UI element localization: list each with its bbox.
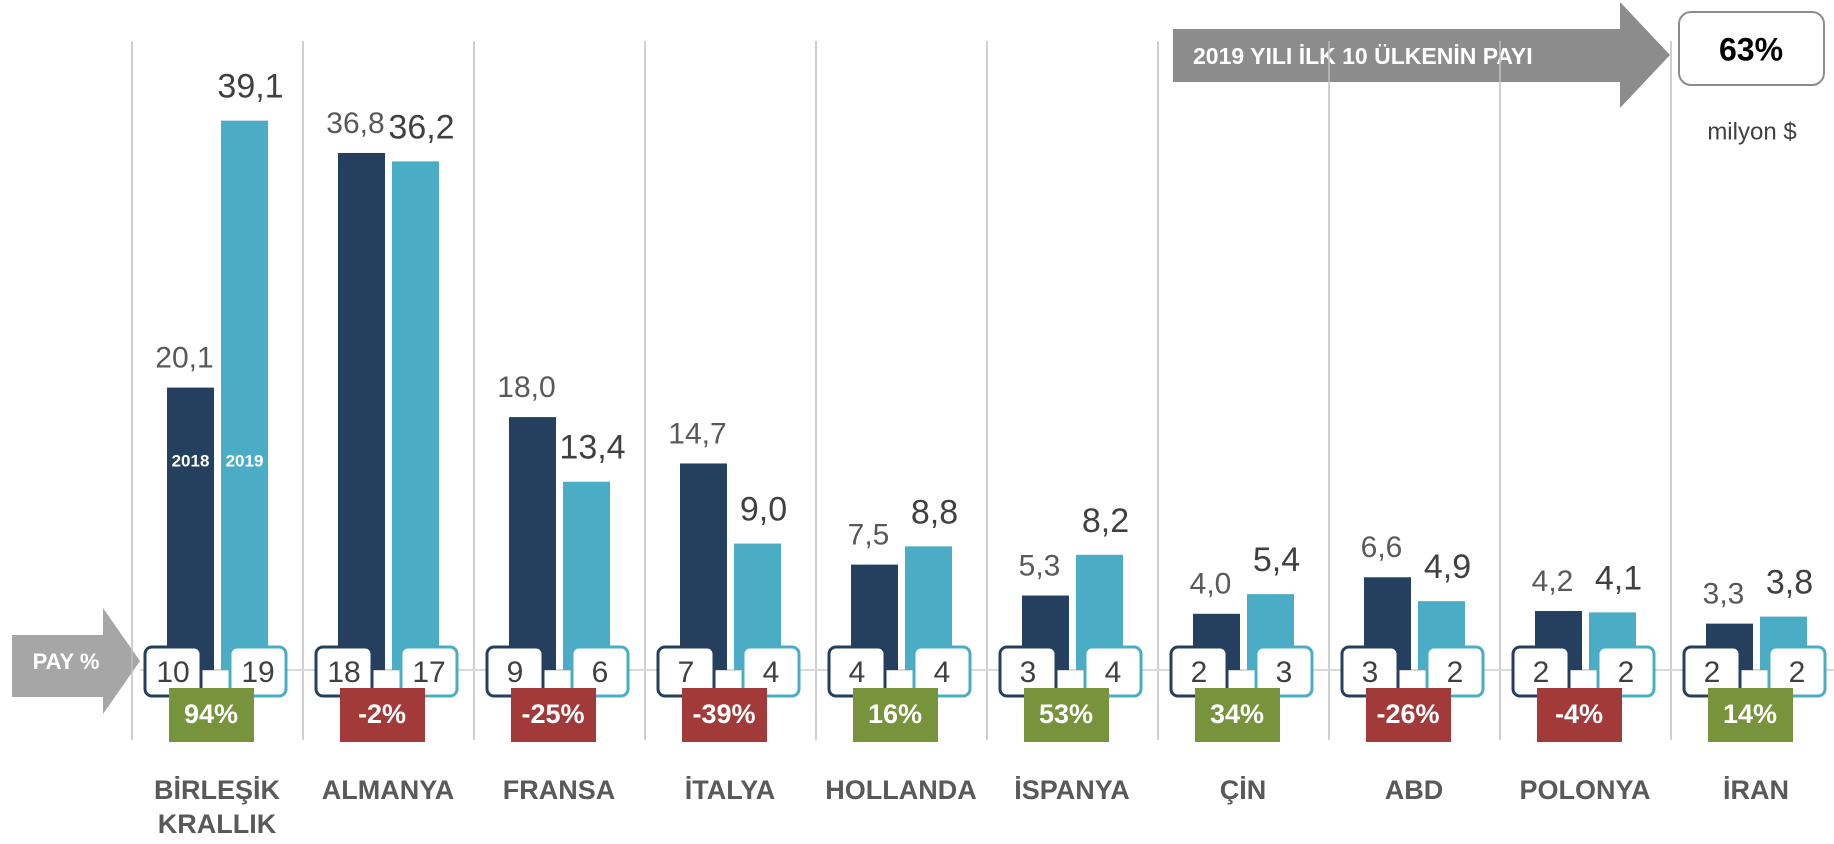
change-label: 34% xyxy=(1210,699,1264,729)
value-label: 7,5 xyxy=(848,519,890,552)
value-label: 5,3 xyxy=(1019,549,1061,582)
value-label: 39,1 xyxy=(217,68,283,106)
value-label: 3,8 xyxy=(1766,564,1813,602)
category-label: İSPANYA xyxy=(1014,775,1130,805)
share-value: 3 xyxy=(1362,656,1379,689)
change-box xyxy=(1537,688,1622,742)
share-value: 9 xyxy=(507,656,524,689)
callout-title: 2019 YILI İLK 10 ÜLKENİN PAYI xyxy=(1193,43,1533,69)
value-label: 18,0 xyxy=(497,371,555,404)
bar xyxy=(563,481,610,670)
share-value: 3 xyxy=(1020,656,1037,689)
category-label: ÇİN xyxy=(1219,775,1267,805)
share-box xyxy=(1083,645,1143,698)
share-value: 2 xyxy=(1533,656,1550,689)
share-arrow xyxy=(12,608,140,714)
change-label: 94% xyxy=(184,699,238,729)
share-value: 2 xyxy=(1789,656,1806,689)
change-box xyxy=(169,688,254,742)
value-label: 20,1 xyxy=(155,342,213,375)
value-label: 4,9 xyxy=(1424,548,1471,586)
value-label: 5,4 xyxy=(1253,541,1300,579)
category-label: HOLLANDA xyxy=(825,775,977,805)
change-box xyxy=(1024,688,1109,742)
change-label: 16% xyxy=(868,699,922,729)
change-box xyxy=(511,688,596,742)
category-label: ABD xyxy=(1384,775,1444,805)
change-box xyxy=(1366,688,1451,742)
value-label: 9,0 xyxy=(740,491,787,529)
change-box xyxy=(1708,688,1793,742)
share-value: 10 xyxy=(156,656,189,689)
share-box xyxy=(912,645,972,698)
value-label: 4,0 xyxy=(1190,568,1232,601)
change-box xyxy=(340,688,425,742)
change-box xyxy=(682,688,767,742)
share-value: 4 xyxy=(1105,656,1122,689)
bar xyxy=(392,161,439,670)
share-box xyxy=(741,645,801,698)
value-label: 4,1 xyxy=(1595,559,1642,597)
value-label: 3,3 xyxy=(1703,578,1745,611)
share-value: 4 xyxy=(849,656,866,689)
callout-box xyxy=(1678,11,1825,86)
share-value: 2 xyxy=(1447,656,1464,689)
share-value: 6 xyxy=(592,656,609,689)
category-label: POLONYA xyxy=(1519,775,1651,805)
share-value: 3 xyxy=(1276,656,1293,689)
change-label: -25% xyxy=(521,699,584,729)
bar xyxy=(221,120,268,670)
bar xyxy=(509,417,556,670)
legend-label: 2018 xyxy=(172,451,210,470)
bar xyxy=(680,463,727,670)
category-label: BİRLEŞİK KRALLIK xyxy=(153,775,280,839)
callout-arrow xyxy=(1173,2,1670,108)
share-value: 2 xyxy=(1618,656,1635,689)
change-label: -2% xyxy=(358,699,406,729)
share-box xyxy=(1767,645,1827,698)
share-box xyxy=(399,645,459,698)
bar xyxy=(167,387,214,670)
change-label: -26% xyxy=(1376,699,1439,729)
category-label: İRAN xyxy=(1723,775,1789,805)
value-label: 36,8 xyxy=(326,107,384,140)
share-value: 18 xyxy=(327,656,360,689)
share-box xyxy=(1254,645,1314,698)
callout-value: 63% xyxy=(1719,31,1783,67)
share-value: 7 xyxy=(678,656,695,689)
share-box xyxy=(1425,645,1485,698)
share-value: 2 xyxy=(1704,656,1721,689)
value-label: 14,7 xyxy=(668,417,726,450)
bar xyxy=(338,152,385,670)
share-value: 4 xyxy=(763,656,780,689)
change-label: 14% xyxy=(1723,699,1777,729)
category-label: İTALYA xyxy=(684,775,776,805)
share-box xyxy=(1596,645,1656,698)
category-label: FRANSA xyxy=(502,775,616,805)
value-label: 4,2 xyxy=(1532,565,1574,598)
change-label: 53% xyxy=(1039,699,1093,729)
value-label: 8,2 xyxy=(1082,502,1129,540)
share-value: 2 xyxy=(1191,656,1208,689)
share-box xyxy=(228,645,288,698)
share-value: 19 xyxy=(241,656,274,689)
change-label: -4% xyxy=(1555,699,1603,729)
share-label: PAY % xyxy=(33,649,100,674)
share-value: 4 xyxy=(934,656,951,689)
value-label: 6,6 xyxy=(1361,531,1403,564)
share-value: 17 xyxy=(412,656,445,689)
change-box xyxy=(1195,688,1280,742)
unit-label: milyon $ xyxy=(1707,118,1796,145)
change-label: -39% xyxy=(692,699,755,729)
share-box xyxy=(570,645,630,698)
category-label: ALMANYA xyxy=(321,775,455,805)
legend-label: 2019 xyxy=(226,451,264,470)
change-box xyxy=(853,688,938,742)
value-label: 8,8 xyxy=(911,493,958,531)
value-label: 36,2 xyxy=(388,108,454,146)
value-label: 13,4 xyxy=(559,429,625,467)
